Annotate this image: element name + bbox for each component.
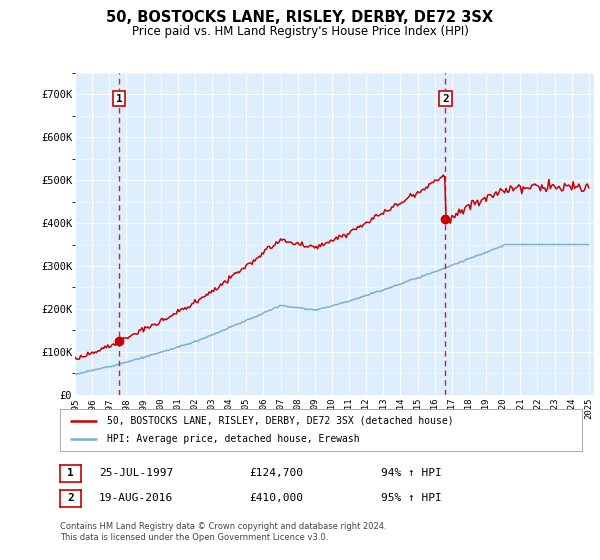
Text: £410,000: £410,000: [249, 493, 303, 503]
Text: 2: 2: [67, 493, 74, 503]
Text: Contains HM Land Registry data © Crown copyright and database right 2024.: Contains HM Land Registry data © Crown c…: [60, 522, 386, 531]
Text: Price paid vs. HM Land Registry's House Price Index (HPI): Price paid vs. HM Land Registry's House …: [131, 25, 469, 38]
Text: 1: 1: [67, 468, 74, 478]
Text: £124,700: £124,700: [249, 468, 303, 478]
Text: 25-JUL-1997: 25-JUL-1997: [99, 468, 173, 478]
Text: 94% ↑ HPI: 94% ↑ HPI: [381, 468, 442, 478]
Text: 2: 2: [442, 94, 449, 104]
Text: 1: 1: [116, 94, 122, 104]
Text: HPI: Average price, detached house, Erewash: HPI: Average price, detached house, Erew…: [107, 435, 359, 445]
Text: 50, BOSTOCKS LANE, RISLEY, DERBY, DE72 3SX: 50, BOSTOCKS LANE, RISLEY, DERBY, DE72 3…: [106, 10, 494, 25]
Text: 95% ↑ HPI: 95% ↑ HPI: [381, 493, 442, 503]
Text: This data is licensed under the Open Government Licence v3.0.: This data is licensed under the Open Gov…: [60, 533, 328, 542]
Text: 50, BOSTOCKS LANE, RISLEY, DERBY, DE72 3SX (detached house): 50, BOSTOCKS LANE, RISLEY, DERBY, DE72 3…: [107, 416, 454, 426]
Text: 19-AUG-2016: 19-AUG-2016: [99, 493, 173, 503]
